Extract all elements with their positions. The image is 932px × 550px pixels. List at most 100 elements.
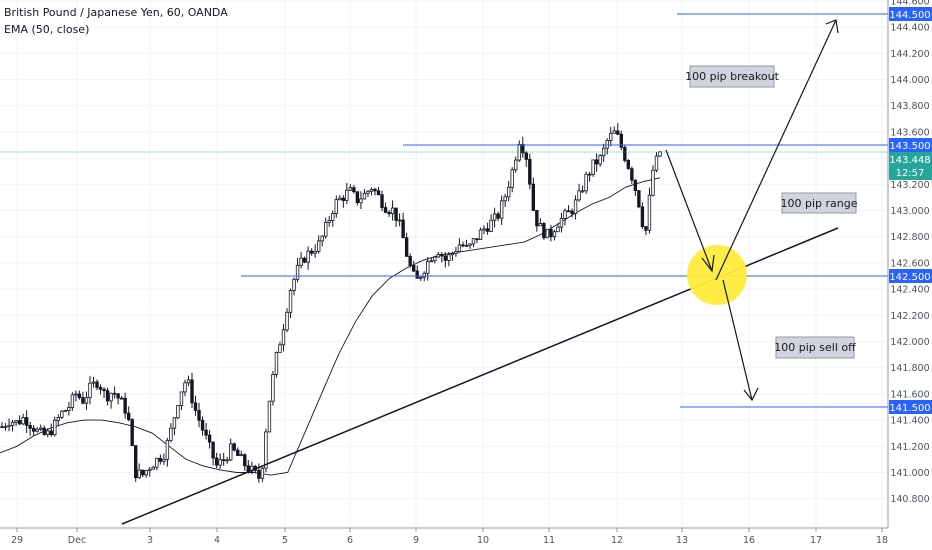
current-price-label: 143.448 12:57: [889, 152, 932, 180]
candle-body: [563, 210, 567, 219]
candle-body: [577, 190, 581, 201]
candle-body: [204, 429, 208, 436]
drawings[interactable]: 100 pip breakout 100 pip range 100 pip s…: [0, 13, 888, 525]
candle-body: [200, 419, 205, 431]
x-tick-label: 17: [810, 535, 822, 546]
candle-body: [524, 152, 528, 160]
x-tick-label: 13: [676, 535, 688, 546]
svg-text:143.500: 143.500: [889, 141, 930, 152]
candle-body: [651, 169, 655, 196]
candle-body: [246, 465, 251, 472]
candle-body: [63, 410, 68, 412]
candle-body: [327, 219, 331, 223]
candle-body: [67, 407, 71, 411]
candle-body: [165, 439, 170, 460]
candle-body: [49, 430, 53, 436]
candle-body: [630, 168, 634, 181]
candle-body: [419, 276, 423, 279]
ema-legend[interactable]: EMA (50, close): [4, 23, 90, 36]
candle-body: [183, 382, 187, 393]
x-tick-label: 11: [543, 535, 555, 546]
confluence-highlight[interactable]: [687, 245, 747, 305]
ema-path: [0, 177, 661, 476]
candle-body: [299, 257, 303, 266]
symbol-title[interactable]: British Pound / Japanese Yen, 60, OANDA: [4, 6, 228, 19]
candle-body: [390, 207, 395, 215]
candle-body: [644, 226, 648, 231]
candle-body: [331, 213, 335, 221]
candle-body: [232, 443, 236, 451]
candle-body: [637, 190, 641, 208]
candle-body: [531, 183, 536, 211]
candle-body: [542, 223, 546, 239]
y-tick-label: 142.600: [890, 258, 929, 269]
candle-body: [397, 219, 402, 222]
candle-body: [313, 251, 317, 254]
candle-body: [151, 466, 156, 470]
arrow-up-breakout[interactable]: [715, 19, 839, 281]
svg-text:141.500: 141.500: [889, 403, 930, 414]
candle-body: [91, 381, 96, 384]
candle-body: [134, 445, 138, 479]
candle-body: [105, 390, 110, 402]
candle-body: [345, 189, 349, 201]
annotation-breakout[interactable]: 100 pip breakout: [685, 65, 780, 88]
candle-body: [496, 213, 500, 219]
annotation-selloff[interactable]: 100 pip sell off: [774, 336, 856, 359]
candle-body: [485, 228, 490, 232]
candle-body: [35, 428, 39, 432]
x-axis[interactable]: 29 Dec 3 4 5 6 9 10 11 12 13 16 17 18: [11, 528, 888, 546]
candle-body: [468, 243, 472, 246]
y-tick-label: 141.200: [890, 442, 929, 453]
x-tick-label: 9: [413, 535, 419, 546]
candle-body: [549, 228, 553, 238]
candle-body: [352, 187, 356, 193]
candle-body: [109, 392, 113, 402]
candle-body: [492, 213, 497, 221]
candle-body: [123, 397, 127, 414]
candle-body: [510, 169, 514, 188]
candle-body: [464, 244, 469, 247]
candle-body: [475, 238, 479, 241]
arrow-down-selloff[interactable]: [722, 279, 759, 402]
candle-body: [573, 199, 578, 214]
candle-body: [369, 188, 374, 192]
candle-body: [587, 173, 592, 176]
candle-body: [88, 382, 92, 399]
candle-body: [316, 240, 321, 252]
candle-body: [207, 434, 212, 443]
candle-body: [506, 186, 511, 198]
y-tick-label: 141.000: [890, 468, 929, 479]
candle-body: [162, 458, 166, 462]
y-tick-label: 142.200: [890, 311, 929, 322]
y-tick-label: 142.400: [890, 285, 929, 296]
candle-body: [267, 400, 272, 433]
candle-body: [461, 244, 465, 247]
candle-body: [126, 412, 131, 420]
svg-text:144.500: 144.500: [889, 10, 930, 21]
x-tick-label: 12: [611, 535, 623, 546]
candle-body: [609, 132, 613, 141]
candle-body: [623, 146, 627, 161]
candle-body: [95, 381, 99, 388]
x-tick-label: Dec: [68, 535, 86, 546]
candle-body: [281, 329, 286, 346]
arrow-down-to-confluence[interactable]: [665, 149, 715, 273]
candle-body: [376, 190, 381, 196]
candle-body: [426, 260, 430, 274]
candle-body: [144, 470, 148, 476]
candle-body: [415, 270, 419, 279]
candle-body: [179, 391, 184, 406]
candle-body: [186, 379, 191, 384]
candle-body: [306, 250, 310, 263]
candle-body: [580, 190, 585, 193]
candle-body: [471, 238, 476, 245]
candle-body: [243, 454, 247, 467]
annotation-range[interactable]: 100 pip range: [781, 192, 858, 214]
candle-body: [81, 397, 85, 404]
candle-body: [17, 420, 22, 425]
x-tick-label: 4: [214, 535, 220, 546]
